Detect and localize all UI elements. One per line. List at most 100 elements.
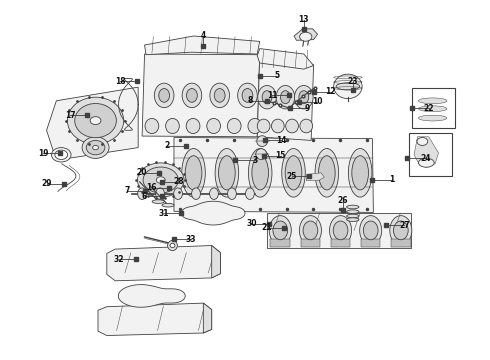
- Text: 21: 21: [262, 223, 272, 232]
- Text: 14: 14: [276, 136, 287, 145]
- Ellipse shape: [282, 148, 305, 197]
- Bar: [270, 239, 290, 247]
- Ellipse shape: [334, 74, 362, 99]
- Ellipse shape: [210, 188, 219, 199]
- Ellipse shape: [346, 214, 359, 218]
- Ellipse shape: [170, 243, 175, 248]
- Bar: [391, 239, 411, 247]
- Ellipse shape: [192, 188, 200, 199]
- Ellipse shape: [257, 136, 268, 147]
- Ellipse shape: [300, 119, 313, 133]
- Polygon shape: [294, 29, 318, 40]
- Text: 25: 25: [286, 172, 297, 181]
- Ellipse shape: [82, 137, 109, 158]
- Text: 17: 17: [65, 111, 75, 120]
- Ellipse shape: [137, 163, 184, 197]
- Ellipse shape: [51, 148, 71, 162]
- Ellipse shape: [271, 119, 284, 133]
- Ellipse shape: [360, 216, 382, 245]
- Ellipse shape: [93, 145, 98, 150]
- Ellipse shape: [67, 97, 123, 144]
- Polygon shape: [145, 36, 260, 55]
- Ellipse shape: [418, 98, 447, 104]
- Ellipse shape: [248, 148, 272, 197]
- Ellipse shape: [219, 156, 235, 190]
- Ellipse shape: [156, 177, 165, 183]
- Polygon shape: [119, 285, 185, 307]
- Text: 29: 29: [41, 179, 52, 188]
- Polygon shape: [174, 138, 373, 212]
- Text: 31: 31: [159, 209, 170, 217]
- Ellipse shape: [329, 216, 352, 245]
- Ellipse shape: [245, 188, 254, 199]
- Text: 20: 20: [137, 168, 147, 177]
- Ellipse shape: [286, 119, 298, 133]
- Polygon shape: [212, 246, 220, 278]
- Text: 9: 9: [305, 104, 310, 112]
- Ellipse shape: [185, 156, 202, 190]
- Text: 12: 12: [325, 87, 336, 96]
- Ellipse shape: [55, 150, 68, 159]
- Ellipse shape: [299, 216, 321, 245]
- Text: 24: 24: [420, 154, 431, 163]
- Ellipse shape: [258, 85, 276, 109]
- Text: 19: 19: [38, 149, 49, 158]
- Ellipse shape: [352, 156, 368, 190]
- Bar: [331, 239, 350, 247]
- Text: 3: 3: [252, 156, 257, 165]
- Ellipse shape: [182, 148, 205, 197]
- Ellipse shape: [315, 148, 339, 197]
- Polygon shape: [306, 173, 324, 181]
- Ellipse shape: [318, 156, 335, 190]
- Ellipse shape: [276, 85, 295, 109]
- Text: 11: 11: [267, 91, 277, 100]
- Ellipse shape: [242, 89, 253, 102]
- Bar: [412, 88, 455, 128]
- Ellipse shape: [173, 188, 182, 199]
- Polygon shape: [181, 201, 245, 225]
- Ellipse shape: [227, 118, 241, 134]
- Ellipse shape: [418, 115, 447, 121]
- Polygon shape: [47, 87, 138, 160]
- Ellipse shape: [207, 118, 220, 134]
- Ellipse shape: [210, 83, 229, 108]
- Text: 10: 10: [312, 97, 323, 106]
- Ellipse shape: [285, 156, 302, 190]
- Ellipse shape: [143, 167, 178, 193]
- Ellipse shape: [74, 104, 117, 138]
- Text: 2: 2: [164, 141, 169, 150]
- Text: 6: 6: [142, 192, 147, 201]
- Text: 26: 26: [338, 196, 348, 205]
- Ellipse shape: [270, 216, 291, 245]
- Ellipse shape: [336, 83, 360, 90]
- Ellipse shape: [182, 83, 202, 108]
- Ellipse shape: [393, 221, 408, 240]
- Polygon shape: [257, 49, 314, 69]
- Text: 7: 7: [125, 186, 130, 195]
- Ellipse shape: [252, 156, 269, 190]
- Ellipse shape: [152, 200, 164, 203]
- Text: 1: 1: [390, 175, 394, 184]
- Ellipse shape: [214, 89, 225, 102]
- Text: 22: 22: [423, 104, 434, 112]
- Text: 32: 32: [114, 255, 124, 264]
- Ellipse shape: [166, 118, 179, 134]
- Text: 23: 23: [347, 77, 358, 85]
- Ellipse shape: [138, 188, 147, 199]
- Ellipse shape: [346, 218, 359, 221]
- Ellipse shape: [248, 118, 262, 134]
- Ellipse shape: [300, 32, 312, 41]
- Bar: [409, 133, 452, 176]
- Ellipse shape: [363, 221, 378, 240]
- Ellipse shape: [156, 188, 165, 199]
- Ellipse shape: [418, 158, 434, 167]
- Ellipse shape: [256, 149, 267, 159]
- Text: 13: 13: [298, 15, 309, 24]
- Ellipse shape: [299, 91, 309, 104]
- Text: 15: 15: [275, 151, 286, 160]
- Ellipse shape: [262, 91, 272, 104]
- Ellipse shape: [227, 188, 236, 199]
- Ellipse shape: [333, 221, 348, 240]
- Ellipse shape: [187, 89, 197, 102]
- Ellipse shape: [346, 210, 359, 213]
